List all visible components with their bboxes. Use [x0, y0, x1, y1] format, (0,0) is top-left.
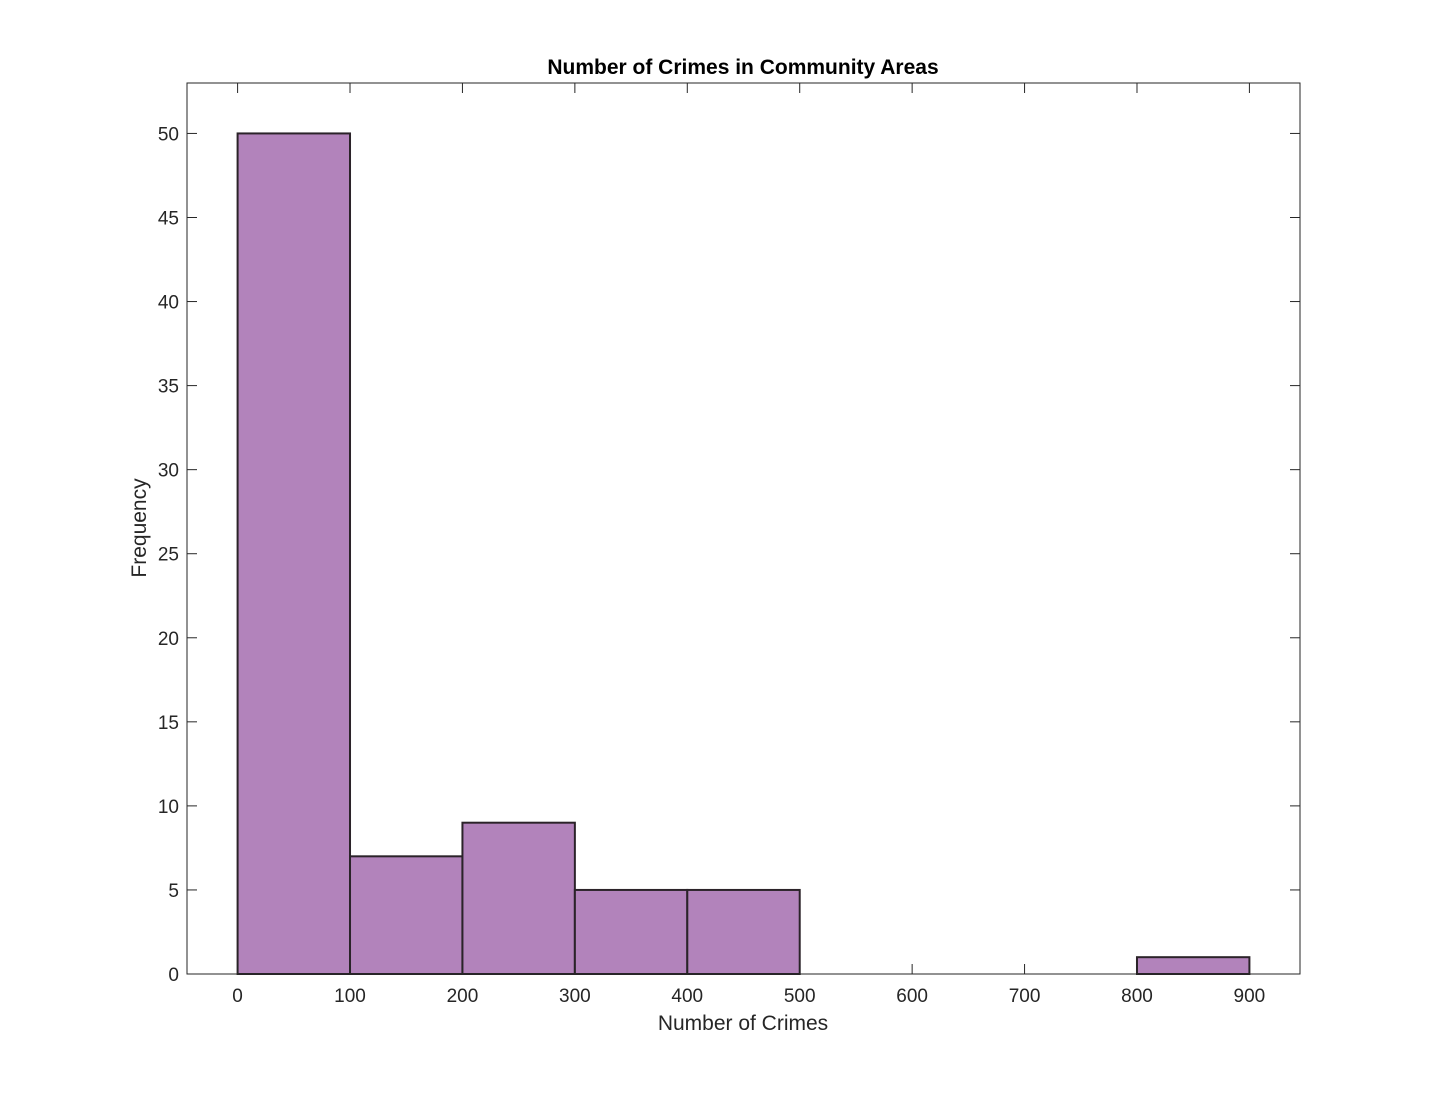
x-tick-label: 800 — [1121, 986, 1153, 1007]
histogram-bar — [686, 888, 801, 976]
x-tick-label: 200 — [447, 986, 479, 1007]
x-tick-label: 700 — [1009, 986, 1041, 1007]
histogram-bar — [349, 855, 464, 975]
y-tick-label: 25 — [158, 545, 179, 566]
y-axis-label: Frequency — [128, 478, 151, 578]
y-tick-label: 20 — [158, 629, 179, 650]
histogram-bar — [1135, 956, 1251, 975]
histogram-bar — [573, 888, 689, 976]
histogram-bar — [461, 821, 576, 975]
y-tick-label: 50 — [158, 124, 179, 145]
axes-box — [186, 82, 1301, 975]
ticks-layer — [187, 83, 1300, 975]
x-tick-label: 900 — [1234, 986, 1266, 1007]
histogram-bar — [236, 132, 352, 975]
tick-labels-layer: 0 100 200 300 400 500 600 700 800 900 0 5 10 15 20 25 30… — [158, 124, 1265, 1007]
y-tick-label: 40 — [158, 293, 179, 314]
chart-title: Number of Crimes in Community Areas — [547, 56, 938, 79]
y-tick-label: 10 — [158, 797, 179, 818]
y-tick-label: 30 — [158, 461, 179, 482]
x-tick-label: 500 — [784, 986, 816, 1007]
y-tick-label: 35 — [158, 377, 179, 398]
y-tick-label: 45 — [158, 208, 179, 229]
bars-layer — [236, 132, 1251, 976]
x-tick-label: 600 — [896, 986, 928, 1007]
y-tick-label: 5 — [168, 881, 179, 902]
x-tick-label: 0 — [232, 986, 243, 1007]
x-tick-label: 400 — [671, 986, 703, 1007]
x-tick-label: 100 — [334, 986, 366, 1007]
y-tick-label: 15 — [158, 713, 179, 734]
x-axis-label: Number of Crimes — [658, 1012, 828, 1035]
x-tick-label: 300 — [559, 986, 591, 1007]
y-tick-label: 0 — [168, 965, 179, 986]
